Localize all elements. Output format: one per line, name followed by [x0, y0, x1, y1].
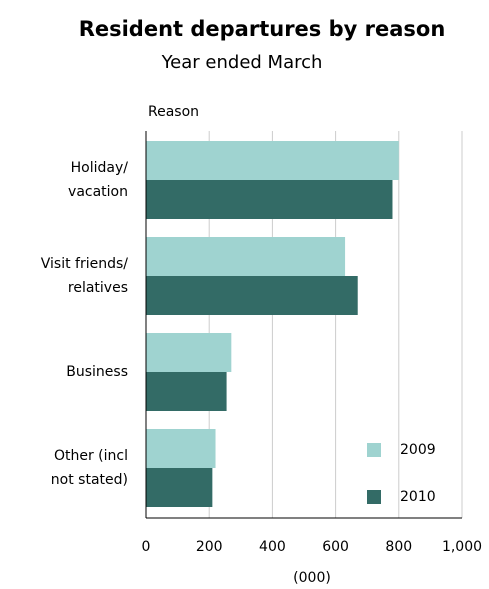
- bar: [146, 180, 393, 219]
- chart-subtitle: Year ended March: [161, 52, 323, 73]
- bar: [146, 276, 358, 315]
- x-tick-label: 600: [322, 539, 349, 555]
- legend-swatch: [367, 443, 381, 457]
- legend-label: 2010: [400, 489, 436, 505]
- chart-title: Resident departures by reason: [79, 17, 446, 41]
- x-tick-label: 800: [385, 539, 412, 555]
- x-tick-label: 200: [196, 539, 223, 555]
- bar: [146, 468, 213, 507]
- bar: [146, 372, 227, 411]
- y-tick-label: Visit friends/relatives: [41, 256, 129, 296]
- legend-label: 2009: [400, 442, 436, 458]
- x-tick-label: 0: [142, 539, 151, 555]
- bar: [146, 333, 232, 372]
- bar: [146, 141, 399, 180]
- x-tick-label: 1,000: [442, 539, 482, 555]
- y-tick-label: Other (incl not stated): [51, 448, 128, 488]
- legend-swatch: [367, 490, 381, 504]
- bar: [146, 237, 346, 276]
- y-tick-label: Holiday/vacation: [68, 160, 128, 200]
- bar: [146, 429, 216, 468]
- x-tick-label: 400: [259, 539, 286, 555]
- y-axis-label: Reason: [148, 104, 199, 120]
- x-axis-label: (000): [293, 570, 331, 586]
- y-tick-label: Business: [66, 364, 128, 380]
